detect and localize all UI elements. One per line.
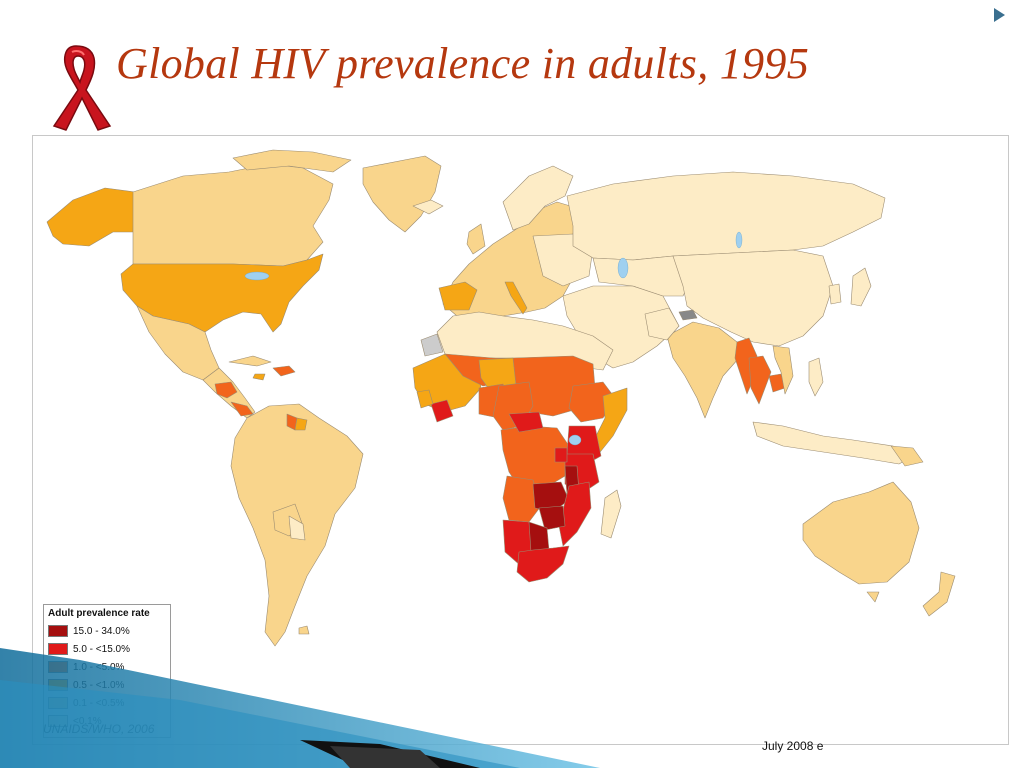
greenland-region xyxy=(362,155,442,233)
legend-label: 15.0 - 34.0% xyxy=(73,625,130,637)
legend-swatch xyxy=(48,643,68,655)
map-legend: Adult prevalence rate 15.0 - 34.0% 5.0 -… xyxy=(43,604,171,738)
red-ribbon-icon xyxy=(52,45,112,131)
car-region xyxy=(508,411,544,433)
madagascar-region xyxy=(600,489,622,539)
indonesia-region xyxy=(752,421,914,465)
korea-region xyxy=(828,283,842,305)
panama-region xyxy=(230,401,254,417)
western-sahara-region xyxy=(420,333,444,357)
ethiopia-region xyxy=(568,381,616,423)
slide-title: Global HIV prevalence in adults, 1995 xyxy=(116,39,809,88)
australia-region xyxy=(802,481,920,585)
tasmania-region xyxy=(866,591,880,603)
guinea-region xyxy=(416,389,434,409)
suriname-region xyxy=(294,417,308,431)
pakistan-region xyxy=(644,307,680,341)
lake-baikal xyxy=(735,231,743,249)
thailand-region xyxy=(748,355,772,405)
legend-title: Adult prevalence rate xyxy=(48,608,150,619)
great-lakes xyxy=(244,271,270,281)
legend-item: 1.0 - <5.0% xyxy=(48,658,166,676)
zimbabwe-region xyxy=(538,505,566,531)
legend-item: 5.0 - <15.0% xyxy=(48,640,166,658)
rwanda-burundi-region xyxy=(554,447,568,463)
falklands-region xyxy=(298,625,310,635)
russia-region xyxy=(566,171,886,261)
vietnam-region xyxy=(772,345,794,395)
spain-portugal-region xyxy=(438,281,478,311)
new-zealand-region xyxy=(922,571,956,617)
world-map xyxy=(46,149,956,647)
papua-new-guinea-region xyxy=(890,445,924,467)
south-africa-region xyxy=(516,545,570,583)
legend-item: 0.5 - <1.0% xyxy=(48,676,166,694)
nav-arrow-icon[interactable] xyxy=(994,8,1005,22)
footer-suffix: e xyxy=(816,739,824,753)
somalia-region xyxy=(592,387,628,457)
legend-label: 0.5 - <1.0% xyxy=(73,679,125,691)
legend-label: 0.1 - <0.5% xyxy=(73,697,125,709)
legend-item: 15.0 - 34.0% xyxy=(48,622,166,640)
japan-region xyxy=(850,267,872,307)
alaska-region xyxy=(46,187,136,247)
footer-date-text: July 2008 xyxy=(762,739,814,753)
philippines-region xyxy=(808,357,824,397)
paraguay-region xyxy=(288,515,306,541)
caspian-sea xyxy=(617,257,629,279)
source-note: UNAIDS/WHO, 2006 xyxy=(43,722,155,736)
footer-date: July 2008 e xyxy=(762,739,823,753)
legend-label: 5.0 - <15.0% xyxy=(73,643,130,655)
legend-item: 0.1 - <0.5% xyxy=(48,694,166,712)
legend-label: 1.0 - <5.0% xyxy=(73,661,125,673)
legend-swatch xyxy=(48,697,68,709)
cuba-region xyxy=(228,355,272,367)
canada-region xyxy=(132,163,334,267)
jamaica-region xyxy=(252,373,266,381)
lake-victoria xyxy=(568,434,582,446)
honduras-region xyxy=(214,381,238,399)
italy-region xyxy=(504,281,528,315)
ivory-coast-region xyxy=(430,399,454,423)
legend-swatch xyxy=(48,679,68,691)
world-map-panel: Adult prevalence rate 15.0 - 34.0% 5.0 -… xyxy=(32,135,1009,745)
haiti-region xyxy=(272,365,296,377)
arctic-islands-region xyxy=(232,149,352,173)
iceland-region xyxy=(412,199,444,215)
legend-swatch xyxy=(48,625,68,637)
legend-swatch xyxy=(48,661,68,673)
uk-region xyxy=(466,223,486,255)
nepal-region xyxy=(678,309,698,321)
india-region xyxy=(666,321,740,419)
scandinavia-region xyxy=(502,165,574,231)
